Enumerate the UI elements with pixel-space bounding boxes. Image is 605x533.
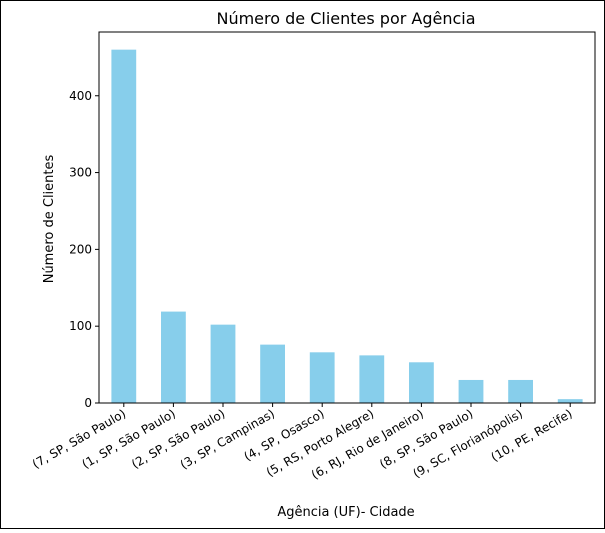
y-tick-label: 400 <box>69 89 92 103</box>
y-tick-label: 200 <box>69 242 92 256</box>
chart-title: Número de Clientes por Agência <box>216 9 475 28</box>
bars-group <box>111 49 583 404</box>
bar <box>508 379 533 403</box>
bar <box>210 324 236 403</box>
bar <box>309 352 335 403</box>
bar <box>111 49 137 404</box>
y-axis-ticks: 0 100 200 300 400 <box>69 89 99 410</box>
bar <box>458 379 484 403</box>
bar <box>359 355 385 403</box>
x-axis-label: Agência (UF)- Cidade <box>277 505 414 520</box>
y-axis-label: Número de Clientes <box>42 154 57 283</box>
y-tick-label: 0 <box>84 396 92 410</box>
plot-frame <box>98 31 596 404</box>
y-tick-label: 100 <box>69 319 92 333</box>
bar <box>260 344 285 403</box>
bar <box>557 399 583 403</box>
y-tick-label: 300 <box>69 166 92 180</box>
bar <box>161 311 186 403</box>
x-axis-ticks: (7, SP, São Paulo)(1, SP, São Paulo)(2, … <box>30 403 575 482</box>
bar <box>409 362 434 403</box>
